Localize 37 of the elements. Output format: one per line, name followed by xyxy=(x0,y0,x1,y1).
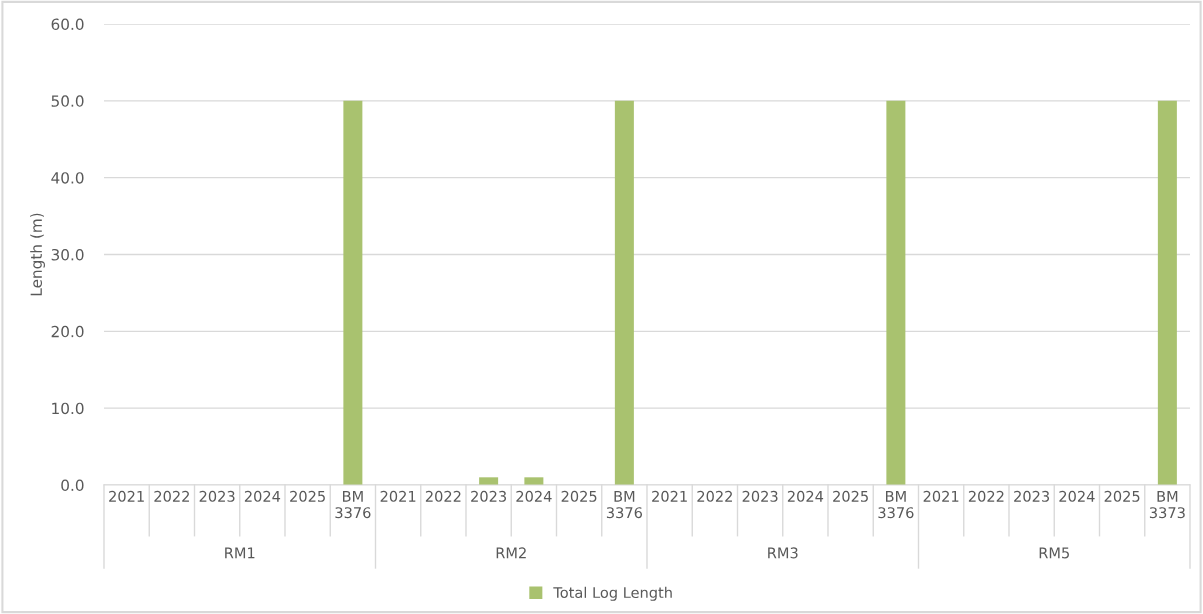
x-tick-label: 2021 xyxy=(923,490,959,502)
x-tick-label: 2025 xyxy=(833,490,868,502)
x-tick-label: 2025 xyxy=(290,490,325,502)
y-tick-label: 20.0 xyxy=(51,325,84,338)
x-tick-label: BM 3373 xyxy=(1149,491,1185,519)
x-tick-label: 2024 xyxy=(787,490,824,502)
x-tick-label: 2024 xyxy=(1059,490,1095,502)
x-tick-label: 2024 xyxy=(516,490,552,502)
x-tick-label: 2022 xyxy=(697,490,732,502)
x-tick-label: 2022 xyxy=(425,490,461,502)
y-tick-label: 10.0 xyxy=(52,402,84,415)
x-tick-label: 2022 xyxy=(968,490,1004,502)
x-tick-label: BM 3376 xyxy=(878,491,914,519)
x-tick-label: 2022 xyxy=(154,490,189,502)
x-tick-label: 2021 xyxy=(652,490,687,502)
x-tick-label: 2021 xyxy=(109,490,144,502)
legend-label: Total Log Length xyxy=(553,586,672,601)
text: RM5 xyxy=(1039,547,1069,559)
text: RM1 xyxy=(225,547,255,559)
x-tick-label: 2021 xyxy=(380,490,416,502)
x-tick-label: 2023 xyxy=(1014,490,1050,502)
x-tick-label: 2024 xyxy=(244,490,281,502)
x-tick-label: 2025 xyxy=(561,490,597,502)
y-axis-title: Length (m) xyxy=(30,213,45,296)
y-tick-label: 0.0 xyxy=(61,479,84,492)
x-tick-label: BM 3376 xyxy=(606,491,643,519)
x-tick-label: 2025 xyxy=(1104,490,1140,502)
x-tick-label: 2023 xyxy=(199,490,235,502)
x-tick-label: 2023 xyxy=(471,490,507,502)
text: RM3 xyxy=(768,547,798,559)
y-tick-label: 40.0 xyxy=(51,172,84,184)
text: RM2 xyxy=(496,547,526,559)
y-tick-label: 60.0 xyxy=(51,18,84,31)
y-tick-label: 30.0 xyxy=(51,248,84,261)
x-tick-label: 2023 xyxy=(742,490,778,502)
x-tick-label: BM 3376 xyxy=(335,491,371,519)
y-tick-label: 50.0 xyxy=(51,95,84,107)
